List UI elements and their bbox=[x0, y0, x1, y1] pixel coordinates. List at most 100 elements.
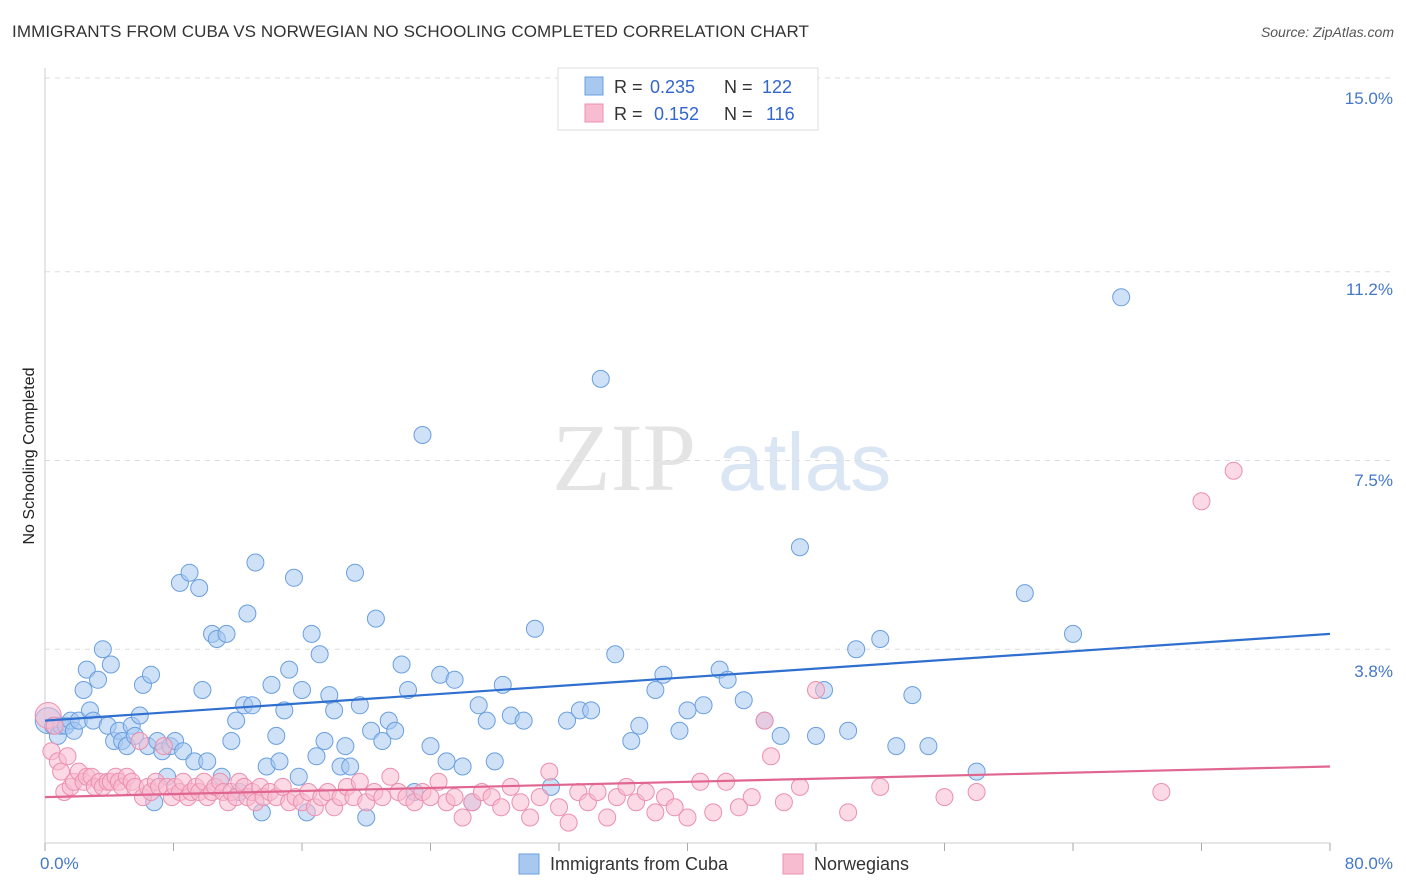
cuba-point-82 bbox=[421, 737, 440, 756]
norwegians-point-118 bbox=[871, 777, 890, 796]
norwegians-point-111 bbox=[742, 788, 761, 807]
legend-r-value-nor: 0.152 bbox=[654, 104, 699, 124]
y-tick-label-7-5: 7.5% bbox=[1354, 471, 1393, 490]
cuba-point-120 bbox=[903, 686, 922, 705]
norwegians-point-6 bbox=[58, 747, 77, 766]
cuba-point-64 bbox=[315, 732, 334, 750]
norwegians-point-91 bbox=[530, 788, 549, 807]
cuba-point-47 bbox=[238, 604, 257, 623]
cuba-point-58 bbox=[289, 767, 308, 786]
norwegians-point-112 bbox=[755, 711, 774, 730]
cuba-point-68 bbox=[336, 737, 355, 756]
cuba-point-89 bbox=[477, 711, 496, 730]
cuba-point-43 bbox=[222, 732, 241, 750]
chart-title: IMMIGRANTS FROM CUBA VS NORWEGIAN NO SCH… bbox=[12, 22, 810, 41]
cuba-point-12 bbox=[89, 670, 108, 689]
norwegians-point-92 bbox=[540, 762, 559, 781]
y-axis-title: No Schooling Completed bbox=[21, 368, 38, 545]
cuba-point-117 bbox=[847, 640, 866, 659]
norwegians-point-105 bbox=[665, 798, 684, 817]
y-tick-label-3-8: 3.8% bbox=[1354, 662, 1393, 681]
norwegians-point-70 bbox=[350, 772, 369, 791]
cuba-point-8 bbox=[74, 681, 93, 699]
cuba-point-105 bbox=[670, 721, 689, 740]
cuba-point-94 bbox=[525, 619, 544, 638]
norwegians-point-110 bbox=[729, 798, 748, 817]
legend-r-value-cuba: 0.235 bbox=[650, 77, 695, 97]
cuba-point-54 bbox=[270, 752, 289, 771]
cuba-point-119 bbox=[887, 737, 906, 756]
cuba-point-25 bbox=[142, 665, 161, 684]
norwegians-point-114 bbox=[774, 793, 793, 812]
cuba-point-73 bbox=[362, 721, 381, 740]
legend-bottom-label-nor: Norwegians bbox=[814, 854, 909, 874]
cuba-point-71 bbox=[350, 696, 369, 715]
norwegians-point-108 bbox=[704, 803, 723, 822]
cuba-point-102 bbox=[630, 716, 649, 735]
norwegians-point-82 bbox=[445, 788, 464, 807]
cuba-point-90 bbox=[485, 752, 504, 771]
watermark-atlas: atlas bbox=[718, 417, 891, 508]
norwegians-point-103 bbox=[646, 803, 665, 822]
cuba-point-110 bbox=[734, 691, 753, 710]
legend-n-value-nor: 116 bbox=[766, 104, 795, 124]
cuba-point-113 bbox=[790, 538, 809, 557]
cuba-point-42 bbox=[217, 624, 236, 643]
cuba-point-61 bbox=[302, 624, 321, 643]
cuba-point-52 bbox=[262, 675, 281, 694]
cuba-point-15 bbox=[101, 655, 120, 674]
norwegians-point-123 bbox=[1224, 461, 1243, 480]
watermark-zip: ZIP bbox=[552, 404, 696, 511]
cuba-point-101 bbox=[622, 732, 641, 750]
cuba-point-88 bbox=[469, 696, 488, 715]
norwegians-point-93 bbox=[550, 798, 568, 817]
legend-r-label-cuba: R = bbox=[614, 77, 643, 97]
trend-line-norwegians bbox=[44, 765, 1331, 799]
cuba-point-9 bbox=[77, 660, 96, 679]
norwegians-point-102 bbox=[636, 783, 655, 801]
norwegians-point-120 bbox=[967, 783, 986, 801]
cuba-point-74 bbox=[366, 609, 385, 628]
cuba-point-84 bbox=[437, 752, 456, 771]
chart-source: Source: ZipAtlas.com bbox=[1260, 24, 1394, 40]
legend-swatch-cuba bbox=[584, 76, 604, 96]
y-tick-label-15: 15.0% bbox=[1345, 89, 1393, 108]
cuba-point-123 bbox=[1015, 584, 1034, 603]
cuba-point-49 bbox=[246, 553, 265, 572]
cuba-point-13 bbox=[93, 640, 112, 659]
cuba-point-55 bbox=[275, 701, 294, 720]
norwegians-point-2 bbox=[45, 716, 64, 735]
norwegians-point-79 bbox=[421, 788, 440, 807]
legend-n-label-cuba: N = bbox=[724, 77, 753, 97]
cuba-point-98 bbox=[582, 701, 601, 720]
norwegians-point-115 bbox=[790, 777, 809, 796]
cuba-point-107 bbox=[694, 696, 713, 715]
cuba-point-44 bbox=[227, 711, 246, 730]
cuba-point-81 bbox=[413, 426, 432, 444]
cuba-point-96 bbox=[558, 711, 577, 730]
norwegians-point-122 bbox=[1192, 492, 1211, 511]
cuba-point-37 bbox=[193, 681, 212, 699]
cuba-point-38 bbox=[198, 752, 217, 771]
norwegians-point-121 bbox=[1152, 783, 1171, 801]
norwegians-point-97 bbox=[588, 783, 607, 801]
cuba-point-124 bbox=[1064, 624, 1082, 643]
legend-swatch-nor bbox=[584, 103, 604, 123]
norwegians-point-24 bbox=[130, 732, 149, 750]
cuba-point-69 bbox=[341, 757, 360, 776]
x-tick-label-min: 0.0% bbox=[40, 854, 79, 873]
legend-r-label-nor: R = bbox=[614, 104, 643, 124]
cuba-point-116 bbox=[839, 721, 858, 740]
norwegians-point-87 bbox=[492, 798, 511, 817]
norwegians-point-94 bbox=[559, 813, 578, 832]
norwegians-point-30 bbox=[154, 737, 173, 756]
cuba-point-118 bbox=[871, 630, 890, 648]
legend-bottom-label-cuba: Immigrants from Cuba bbox=[550, 854, 729, 874]
y-tick-label-11-2: 11.2% bbox=[1346, 280, 1393, 299]
cuba-point-62 bbox=[307, 747, 326, 766]
cuba-point-33 bbox=[174, 742, 193, 761]
cuba-point-93 bbox=[514, 711, 533, 730]
cuba-point-78 bbox=[392, 655, 411, 674]
cuba-point-112 bbox=[771, 726, 790, 745]
